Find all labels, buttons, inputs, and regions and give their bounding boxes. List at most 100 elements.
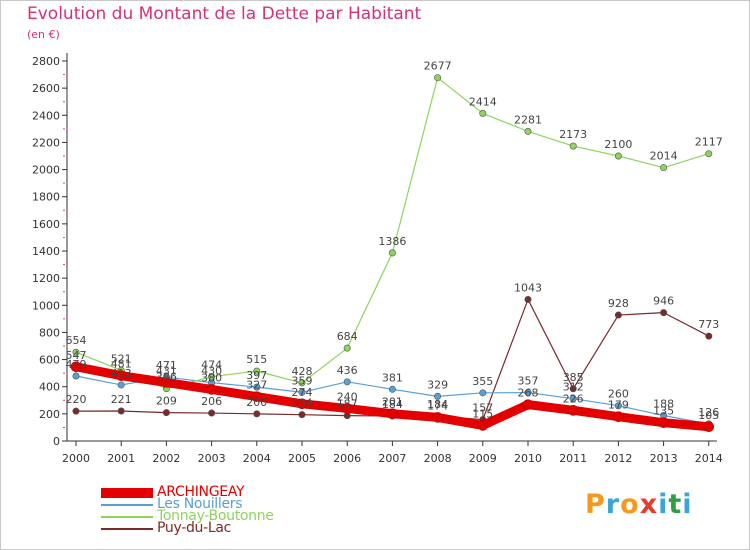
chart-title: Evolution du Montant de la Dette par Hab…	[27, 4, 422, 24]
data-point-les-nouillers	[388, 385, 396, 393]
data-label-tonnay-boutonne: 684	[337, 330, 358, 343]
data-point-tonnay-boutonne	[72, 348, 80, 356]
data-label-puy-du-lac: 209	[156, 395, 177, 408]
data-point-archingeay	[477, 420, 489, 431]
data-point-les-nouillers	[253, 383, 261, 391]
series-line-tonnay-boutonne	[75, 77, 710, 390]
data-label-tonnay-boutonne: 654	[66, 334, 87, 347]
labels-archingeay: 547 481 431 380 327 274 240 201 174 115 268 226 179 1…	[66, 349, 720, 422]
data-label-les-nouillers: 381	[382, 371, 403, 384]
data-label-puy-du-lac: 200	[246, 396, 267, 409]
x-tick-label: 2008	[424, 452, 452, 465]
data-label-puy-du-lac: 184	[382, 398, 403, 411]
y-tick-label: 1200	[32, 272, 60, 285]
y-tick-label: 2800	[32, 55, 60, 68]
y-tick-label: 2000	[32, 164, 60, 177]
data-point-puy-du-lac	[569, 385, 577, 393]
data-label-les-nouillers: 188	[653, 397, 674, 410]
data-point-archingeay	[115, 370, 127, 382]
y-tick-label: 1400	[32, 245, 60, 258]
data-label-tonnay-boutonne: 515	[246, 353, 267, 366]
data-point-puy-du-lac	[298, 411, 306, 419]
data-point-puy-du-lac	[162, 409, 170, 417]
x-tick-label: 2013	[650, 452, 678, 465]
data-label-puy-du-lac: 184	[427, 398, 448, 411]
data-label-les-nouillers: 430	[201, 365, 222, 378]
legend-swatch-archingeay	[101, 487, 153, 499]
x-tick-label: 2003	[198, 452, 226, 465]
data-point-tonnay-boutonne	[208, 373, 216, 381]
data-point-tonnay-boutonne	[434, 74, 442, 82]
data-label-les-nouillers: 357	[518, 375, 539, 388]
x-tick-label: 2010	[514, 452, 542, 465]
legend-label-archingeay: ARCHINGEAY	[157, 484, 245, 500]
data-label-les-nouillers: 126	[698, 406, 719, 419]
data-point-puy-du-lac	[208, 409, 216, 417]
y-tick-label: 1800	[32, 191, 60, 204]
y-tick-label: 2600	[32, 82, 60, 95]
data-label-tonnay-boutonne: 2414	[469, 95, 497, 108]
data-point-les-nouillers	[569, 395, 577, 403]
data-point-archingeay	[70, 361, 82, 373]
data-point-archingeay	[387, 408, 398, 420]
data-point-archingeay	[703, 421, 715, 433]
data-point-archingeay	[296, 398, 308, 410]
data-point-les-nouillers	[479, 389, 487, 397]
data-point-tonnay-boutonne	[343, 344, 351, 352]
axes: 0 200 400 600 800 1000 1200 1400 1600 1800 2000 220…	[32, 53, 723, 465]
data-label-archingeay: 268	[518, 387, 539, 400]
data-point-puy-du-lac	[614, 311, 622, 319]
data-point-les-nouillers	[72, 372, 80, 380]
x-tick-label: 2006	[333, 452, 361, 465]
data-label-les-nouillers: 260	[608, 388, 629, 401]
data-point-puy-du-lac	[705, 332, 713, 340]
data-label-puy-du-lac: 773	[698, 318, 719, 331]
data-label-archingeay: 226	[563, 392, 584, 405]
data-point-puy-du-lac	[72, 407, 80, 415]
data-label-tonnay-boutonne: 2014	[650, 150, 678, 163]
x-tick-label: 2001	[107, 452, 135, 465]
data-point-puy-du-lac	[524, 295, 532, 303]
data-label-tonnay-boutonne: 2100	[604, 138, 632, 151]
data-point-les-nouillers	[434, 392, 442, 400]
y-tick-label: 800	[39, 326, 60, 339]
series-layer	[70, 74, 715, 433]
data-point-tonnay-boutonne	[524, 127, 532, 135]
data-point-archingeay	[161, 377, 172, 388]
y-tick-label: 2200	[32, 136, 60, 149]
y-tick-label: 1600	[32, 218, 60, 231]
data-point-tonnay-boutonne	[705, 150, 713, 158]
data-label-tonnay-boutonne: 2281	[514, 113, 542, 126]
data-point-tonnay-boutonne	[298, 379, 306, 387]
data-label-puy-du-lac: 221	[111, 393, 132, 406]
x-tick-label: 2000	[62, 452, 90, 465]
x-tick-label: 2009	[469, 452, 497, 465]
data-label-archingeay: 201	[382, 396, 403, 409]
data-point-archingeay	[206, 384, 217, 395]
data-label-archingeay: 240	[337, 390, 358, 403]
data-point-les-nouillers	[524, 389, 532, 397]
data-point-les-nouillers	[343, 378, 351, 386]
data-point-tonnay-boutonne	[388, 249, 396, 257]
data-label-tonnay-boutonne: 428	[292, 365, 313, 378]
y-tick-label: 400	[39, 381, 60, 394]
data-label-tonnay-boutonne: 1386	[378, 235, 406, 248]
series-tonnay-boutonne	[72, 74, 713, 393]
data-label-les-nouillers: 329	[427, 378, 448, 391]
data-point-puy-du-lac	[117, 407, 125, 415]
data-label-puy-du-lac: 157	[472, 402, 493, 415]
data-label-tonnay-boutonne: 386	[156, 371, 177, 384]
x-tick-label: 2005	[288, 452, 316, 465]
brand-logo: Proxiti	[585, 489, 693, 520]
data-label-tonnay-boutonne: 521	[111, 352, 132, 365]
data-point-archingeay	[613, 411, 624, 423]
data-label-puy-du-lac: 928	[608, 297, 629, 310]
data-label-puy-du-lac: 220	[66, 393, 87, 406]
legend-label-tonnay-boutonne: Tonnay-Boutonne	[157, 508, 274, 524]
data-label-archingeay: 274	[292, 386, 313, 399]
data-label-tonnay-boutonne: 474	[201, 359, 222, 372]
data-label-puy-du-lac: 385	[563, 371, 584, 384]
y-tick-label: 600	[39, 354, 60, 367]
